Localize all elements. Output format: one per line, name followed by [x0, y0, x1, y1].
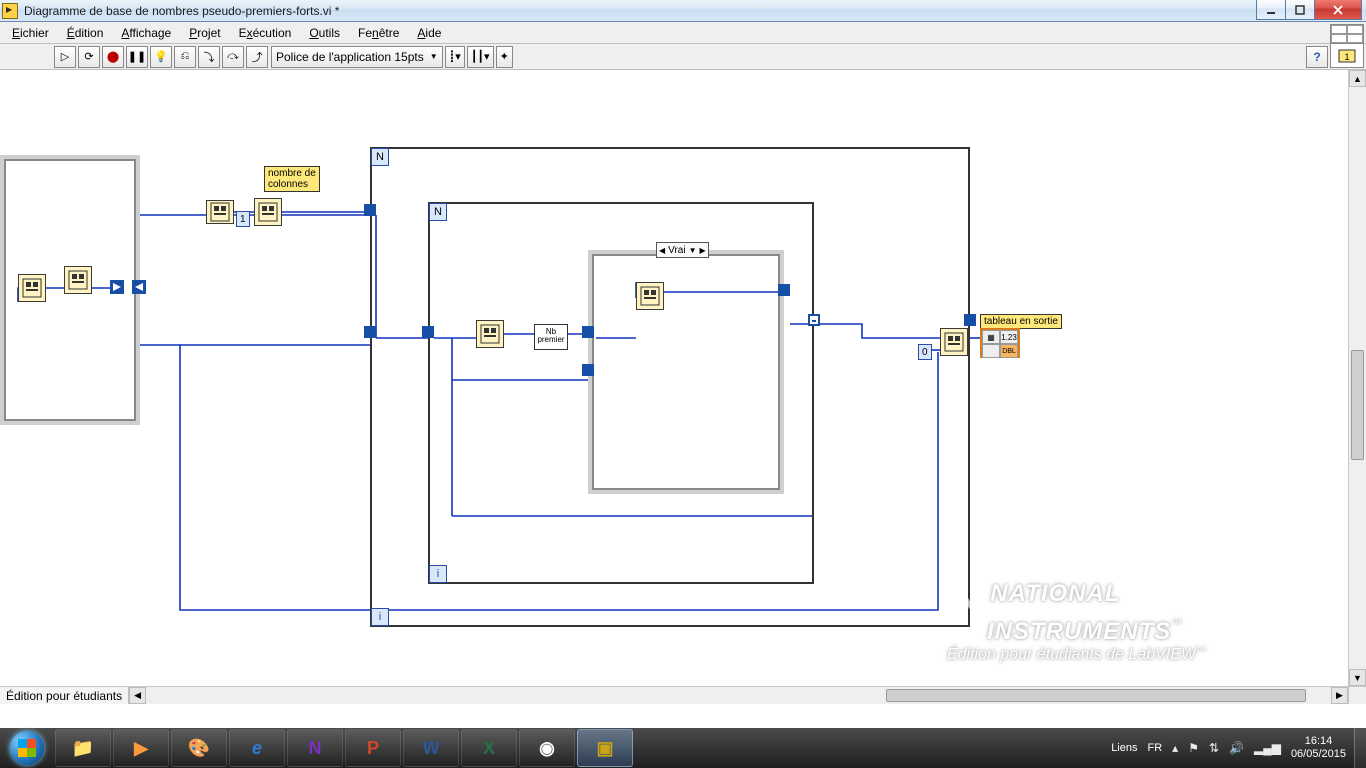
tunnel-0[interactable] [364, 204, 376, 216]
window-titlebar: Diagramme de base de nombres pseudo-prem… [0, 0, 1366, 22]
taskbar-labview[interactable]: ▣ [577, 729, 633, 767]
subvi-nb-premier[interactable]: Nbpremier [534, 324, 568, 350]
menu-fenêtre[interactable]: Fenêtre [350, 24, 407, 42]
app-icon [2, 3, 18, 19]
tunnel-3[interactable] [808, 314, 820, 326]
taskbar-ie[interactable]: e [229, 729, 285, 767]
taskbar-chrome[interactable]: ◉ [519, 729, 575, 767]
shift-register-left[interactable] [110, 280, 124, 294]
abort-button[interactable]: ⬤ [102, 46, 124, 68]
node-bundle_b[interactable] [64, 266, 92, 294]
constant-zero[interactable]: 0 [918, 344, 932, 360]
scroll-corner [1348, 686, 1366, 704]
toolbar: ▷ ⟳ ⬤ ❚❚ 💡 ⎌ ⤵ ⤼ ⤴ Police de l'applicati… [0, 44, 1366, 70]
menu-aide[interactable]: Aide [409, 24, 449, 42]
menu-affichage[interactable]: Affichage [113, 24, 179, 42]
shift-register-right[interactable] [132, 280, 146, 294]
show-desktop-button[interactable] [1354, 728, 1366, 768]
taskbar-powerpoint[interactable]: P [345, 729, 401, 767]
vi-icon-connector[interactable]: 1 [1330, 24, 1364, 68]
tray-date: 06/05/2015 [1291, 748, 1346, 761]
tunnel-2[interactable] [422, 326, 434, 338]
retain-wires-button[interactable]: ⎌ [174, 46, 196, 68]
tray-clock[interactable]: 16:14 06/05/2015 [1291, 735, 1346, 760]
menu-projet[interactable]: Projet [181, 24, 228, 42]
start-button[interactable] [0, 728, 54, 768]
horizontal-scrollbar[interactable]: Édition pour étudiants ◀ ▶ [0, 686, 1348, 704]
hscroll-thumb[interactable] [886, 689, 1306, 702]
svg-text:1: 1 [1344, 52, 1349, 62]
diagram-canvas[interactable]: NiNi◀Vrai▼▶Nbpremier10nombre decolonnest… [0, 70, 1346, 688]
tunnel-1[interactable] [364, 326, 376, 338]
chevron-down-icon: ▼ [430, 52, 438, 61]
taskbar-explorer[interactable]: 📁 [55, 729, 111, 767]
node-bundle_a[interactable] [18, 274, 46, 302]
flag-icon[interactable]: ⚑ [1188, 741, 1199, 755]
font-selector-label: Police de l'application 15pts [276, 50, 424, 64]
windows-taskbar: 📁▶🎨eNPWX◉▣ Liens FR ▴ ⚑ ⇅ 🔊 ▂▄▆ 16:14 06… [0, 728, 1366, 768]
context-help-button[interactable]: ? [1306, 46, 1328, 68]
constant-one[interactable]: 1 [236, 211, 250, 227]
window-title: Diagramme de base de nombres pseudo-prem… [24, 4, 1364, 18]
taskbar-paint[interactable]: 🎨 [171, 729, 227, 767]
tray-time: 16:14 [1291, 735, 1346, 748]
network-icon[interactable]: ⇅ [1209, 741, 1219, 755]
run-button[interactable]: ▷ [54, 46, 76, 68]
system-tray: Liens FR ▴ ⚑ ⇅ 🔊 ▂▄▆ 16:14 06/05/2015 [1103, 735, 1354, 760]
node-index_arr[interactable] [254, 198, 282, 226]
vertical-scrollbar[interactable]: ▲ ▼ [1348, 70, 1366, 686]
close-button[interactable] [1314, 0, 1362, 20]
menu-édition[interactable]: Édition [59, 24, 112, 42]
font-selector[interactable]: Police de l'application 15pts ▼ [271, 46, 443, 68]
node-index_arr2[interactable] [476, 320, 504, 348]
scroll-up-button[interactable]: ▲ [1349, 70, 1366, 87]
volume-icon[interactable]: 🔊 [1229, 741, 1244, 755]
scroll-down-button[interactable]: ▼ [1349, 669, 1366, 686]
maximize-button[interactable] [1285, 0, 1315, 20]
tunnel-5[interactable] [582, 364, 594, 376]
label-nombre-colonnes[interactable]: nombre decolonnes [264, 166, 320, 192]
distribute-button[interactable]: ┃┃▾ [467, 46, 494, 68]
align-button[interactable]: ┋▾ [445, 46, 465, 68]
node-build_arr[interactable] [636, 282, 664, 310]
tunnel-4[interactable] [964, 314, 976, 326]
step-over-button[interactable]: ⤼ [222, 46, 244, 68]
menu-outils[interactable]: Outils [301, 24, 348, 42]
step-into-button[interactable]: ⤵ [198, 46, 220, 68]
menu-bar: EichierÉditionAffichageProjetExécutionOu… [0, 22, 1366, 44]
tray-chevron-icon[interactable]: ▴ [1172, 741, 1178, 755]
taskbar-media[interactable]: ▶ [113, 729, 169, 767]
indicator-tableau-sortie[interactable]: ▦1.23DBL [980, 328, 1020, 358]
highlight-exec-button[interactable]: 💡 [150, 46, 172, 68]
scroll-left-button[interactable]: ◀ [129, 687, 146, 704]
taskbar-excel[interactable]: X [461, 729, 517, 767]
menu-exécution[interactable]: Exécution [231, 24, 300, 42]
minimize-button[interactable] [1256, 0, 1286, 20]
label-tableau-sortie[interactable]: tableau en sortie [980, 314, 1062, 329]
tunnel-7[interactable] [582, 326, 594, 338]
step-out-button[interactable]: ⤴ [246, 46, 268, 68]
taskbar-onenote[interactable]: N [287, 729, 343, 767]
scroll-right-button[interactable]: ▶ [1331, 687, 1348, 704]
node-array_size[interactable] [206, 200, 234, 224]
cleanup-button[interactable]: ✦ [496, 46, 513, 68]
tray-links[interactable]: Liens [1111, 742, 1137, 754]
menu-eichier[interactable]: Eichier [4, 24, 57, 42]
vscroll-thumb[interactable] [1351, 350, 1364, 460]
node-build_arr2[interactable] [940, 328, 968, 356]
case-structure[interactable] [588, 250, 784, 494]
pause-button[interactable]: ❚❚ [126, 46, 148, 68]
run-continuous-button[interactable]: ⟳ [78, 46, 100, 68]
tray-lang[interactable]: FR [1147, 742, 1162, 754]
statusbar-label: Édition pour étudiants [0, 687, 129, 704]
block-diagram-workspace[interactable]: NiNi◀Vrai▼▶Nbpremier10nombre decolonnest… [0, 70, 1366, 704]
taskbar-word[interactable]: W [403, 729, 459, 767]
wifi-icon[interactable]: ▂▄▆ [1254, 741, 1281, 755]
case-selector[interactable]: ◀Vrai▼▶ [656, 242, 709, 258]
tunnel-6[interactable] [778, 284, 790, 296]
